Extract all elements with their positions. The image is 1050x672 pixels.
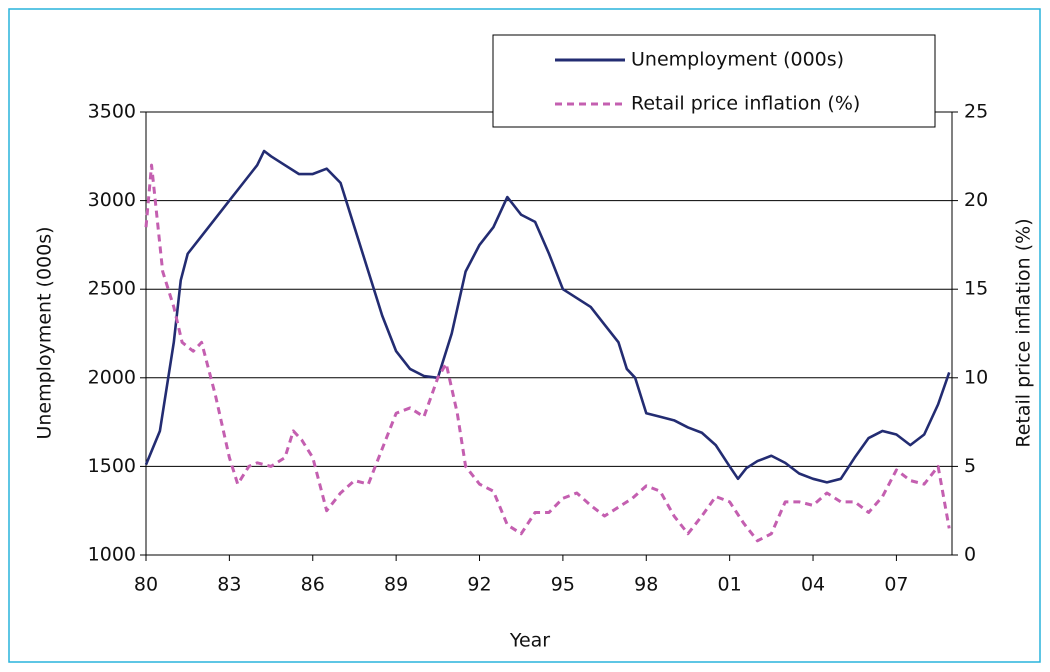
y2-axis-label: Retail price inflation (%)	[1013, 218, 1035, 447]
y2-tick-label: 0	[964, 544, 976, 566]
y-tick-label: 1000	[88, 544, 136, 566]
x-tick-label: 04	[801, 574, 825, 596]
legend-label: Unemployment (000s)	[631, 49, 844, 71]
x-tick-label: 89	[384, 574, 408, 596]
legend-label: Retail price inflation (%)	[631, 93, 860, 115]
x-axis-label: Year	[509, 630, 550, 652]
y2-tick-label: 15	[964, 278, 988, 300]
x-tick-label: 92	[467, 574, 491, 596]
y-tick-label: 2000	[88, 366, 136, 388]
y2-tick-label: 20	[964, 189, 988, 211]
y-tick-label: 1500	[88, 455, 136, 477]
y-tick-label: 3000	[88, 189, 136, 211]
x-tick-label: 86	[301, 574, 325, 596]
x-tick-label: 95	[551, 574, 575, 596]
y2-tick-label: 25	[964, 101, 988, 123]
x-tick-label: 07	[884, 574, 908, 596]
y2-tick-label: 10	[964, 366, 988, 388]
y-axis-label: Unemployment (000s)	[34, 226, 56, 439]
y2-tick-label: 5	[964, 455, 976, 477]
x-tick-label: 98	[634, 574, 658, 596]
x-tick-label: 80	[134, 574, 158, 596]
y-tick-label: 3500	[88, 101, 136, 123]
legend-box	[492, 34, 936, 128]
x-tick-label: 01	[718, 574, 742, 596]
series-line	[144, 149, 951, 484]
y-tick-label: 2500	[88, 278, 136, 300]
series-line	[144, 163, 951, 543]
x-tick-label: 83	[217, 574, 241, 596]
